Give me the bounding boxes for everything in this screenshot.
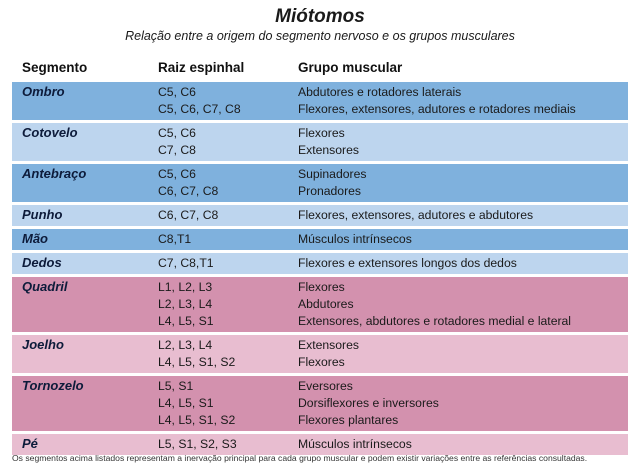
spinal-root: L4, L5, S1 (158, 314, 214, 328)
muscle-group: Dorsiflexores e inversores (298, 396, 439, 410)
row-line: L4, L5, S1 Dorsiflexores e inversores (12, 395, 628, 412)
muscle-group: Eversores (298, 379, 353, 393)
page-title: Miótomos (275, 6, 365, 27)
page-subtitle: Relação entre a origem do segmento nervo… (125, 29, 515, 43)
spinal-root: C5, C6, C7, C8 (158, 102, 241, 116)
table-row: Quadril L1, L2, L3 Flexores L2, L3, L4 Abdut… (12, 277, 628, 332)
spinal-root: L4, L5, S1, S2 (158, 413, 236, 427)
spinal-root: C8,T1 (158, 232, 192, 246)
spinal-root: L4, L5, S1 (158, 396, 214, 410)
muscle-group: Flexores, extensores, adutores e rotador… (298, 102, 576, 116)
segment-label: Quadril (22, 279, 68, 294)
myotome-table: Ombro C5, C6 Abdutores e rotadores laterai… (12, 82, 628, 458)
row-line: L4, L5, S1 Extensores, abdutores e rotado… (12, 313, 628, 330)
segment-label: Antebraço (22, 166, 87, 181)
segment-label: Dedos (22, 255, 62, 270)
muscle-group: Músculos intrínsecos (298, 437, 412, 451)
spinal-root: L2, L3, L4 (158, 338, 213, 352)
header-segment: Segmento (22, 60, 88, 75)
header-root: Raiz espinhal (158, 60, 245, 75)
muscle-group: Flexores plantares (298, 413, 399, 427)
segment-label: Joelho (22, 337, 64, 352)
spinal-root: L5, S1, S2, S3 (158, 437, 237, 451)
muscle-group: Abdutores e rotadores laterais (298, 85, 462, 99)
spinal-root: C7, C8,T1 (158, 256, 214, 270)
segment-label: Punho (22, 207, 63, 222)
table-row: Mão C8,T1 Músculos intrínsecos (12, 229, 628, 250)
table-row: Tornozelo L5, S1 Eversores L4, L5, S1 Dorsif… (12, 376, 628, 431)
row-line: L4, L5, S1, S2 Flexores (12, 354, 628, 371)
muscle-group: Flexores (298, 126, 345, 140)
table-row: Joelho L2, L3, L4 Extensores L4, L5, S1, S2… (12, 335, 628, 373)
muscle-group: Flexores e extensores longos dos dedos (298, 256, 517, 270)
spinal-root: L2, L3, L4 (158, 297, 213, 311)
row-line: C6, C7, C8 Pronadores (12, 183, 628, 200)
segment-label: Tornozelo (22, 378, 84, 393)
spinal-root: C6, C7, C8 (158, 208, 219, 222)
row-line: C5, C6 Flexores (12, 125, 628, 142)
muscle-group: Supinadores (298, 167, 367, 181)
spinal-root: C7, C8 (158, 143, 196, 157)
row-line: C5, C6 Abdutores e rotadores laterais (12, 84, 628, 101)
muscle-group: Flexores (298, 355, 345, 369)
row-line: C7, C8 Extensores (12, 142, 628, 159)
table-header: Segmento Raiz espinhal Grupo muscular (12, 60, 628, 78)
muscle-group: Extensores, abdutores e rotadores medial… (298, 314, 572, 328)
spinal-root: L1, L2, L3 (158, 280, 213, 294)
spinal-root: C5, C6 (158, 167, 196, 181)
segment-label: Cotovelo (22, 125, 78, 140)
muscle-group: Flexores (298, 280, 345, 294)
muscle-group: Pronadores (298, 184, 362, 198)
muscle-group: Flexores, extensores, adutores e abdutor… (298, 208, 534, 222)
segment-label: Ombro (22, 84, 65, 99)
segment-label: Pé (22, 436, 38, 451)
spinal-root: C5, C6 (158, 126, 196, 140)
row-line: C8,T1 Músculos intrínsecos (12, 231, 628, 248)
muscle-group: Extensores (298, 143, 359, 157)
row-line: L5, S1 Eversores (12, 378, 628, 395)
header-group: Grupo muscular (298, 60, 403, 75)
row-line: L2, L3, L4 Extensores (12, 337, 628, 354)
row-line: L4, L5, S1, S2 Flexores plantares (12, 412, 628, 429)
footnote: Os segmentos acima listados representam … (12, 453, 588, 463)
table-row: Cotovelo C5, C6 Flexores C7, C8 Extensores (12, 123, 628, 161)
segment-label: Mão (22, 231, 48, 246)
spinal-root: C5, C6 (158, 85, 196, 99)
muscle-group: Abdutores (298, 297, 354, 311)
row-line: C7, C8,T1 Flexores e extensores longos do… (12, 255, 628, 272)
row-line: C5, C6 Supinadores (12, 166, 628, 183)
muscle-group: Extensores (298, 338, 359, 352)
table-row: Dedos C7, C8,T1 Flexores e extensores long… (12, 253, 628, 274)
spinal-root: L5, S1 (158, 379, 194, 393)
row-line: L2, L3, L4 Abdutores (12, 296, 628, 313)
row-line: C5, C6, C7, C8 Flexores, extensores, adut… (12, 101, 628, 118)
row-line: L1, L2, L3 Flexores (12, 279, 628, 296)
table-row: Antebraço C5, C6 Supinadores C6, C7, C8 Pron… (12, 164, 628, 202)
spinal-root: L4, L5, S1, S2 (158, 355, 236, 369)
muscle-group: Músculos intrínsecos (298, 232, 412, 246)
table-row: Punho C6, C7, C8 Flexores, extensores, adu… (12, 205, 628, 226)
row-line: C6, C7, C8 Flexores, extensores, adutores… (12, 207, 628, 224)
table-row: Ombro C5, C6 Abdutores e rotadores laterai… (12, 82, 628, 120)
row-line: L5, S1, S2, S3 Músculos intrínsecos (12, 436, 628, 453)
spinal-root: C6, C7, C8 (158, 184, 219, 198)
table-row: Pé L5, S1, S2, S3 Músculos intrínsecos (12, 434, 628, 455)
